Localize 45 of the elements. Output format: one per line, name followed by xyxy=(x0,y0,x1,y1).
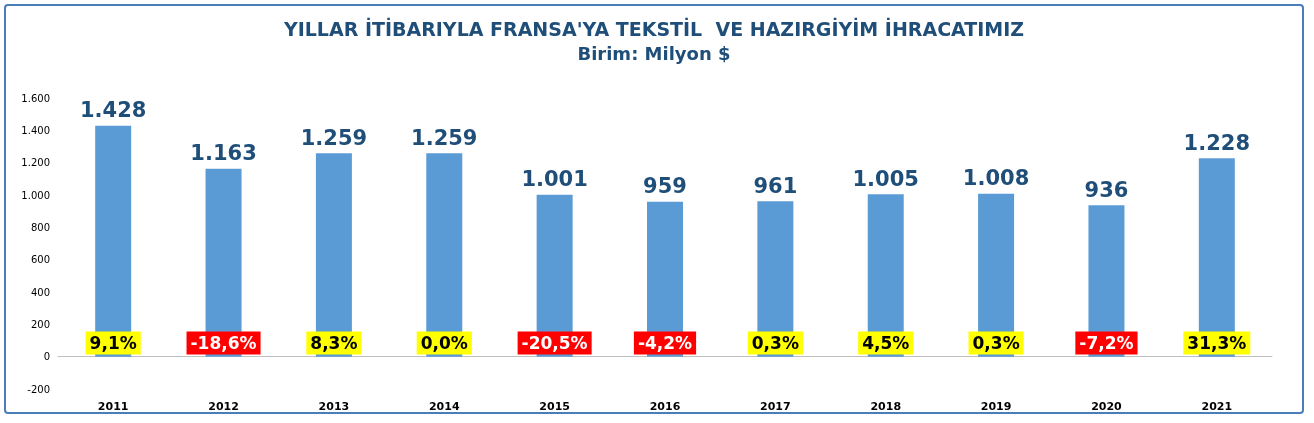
x-tick-label: 2017 xyxy=(760,400,791,413)
y-tick-label: -200 xyxy=(27,383,50,395)
annotation: 9,1% xyxy=(89,333,137,353)
annotation: 0,0% xyxy=(420,333,468,353)
chart-subtitle: Birim: Milyon $ xyxy=(577,42,731,64)
y-tick-label: 800 xyxy=(30,221,50,233)
data-label: 1.259 xyxy=(300,125,368,150)
annotation: 0,3% xyxy=(751,333,799,353)
chart-title: YILLAR İTİBARIYLA FRANSA'YA TEKSTİL VE HAZIRGİYİM İHRACATIMIZ xyxy=(282,16,1025,40)
annotation: 0,3% xyxy=(972,333,1020,353)
x-tick-label: 2019 xyxy=(980,400,1012,413)
x-tick-label: 2016 xyxy=(649,400,681,413)
x-tick-label: 2020 xyxy=(1091,400,1123,413)
y-tick-label: 0 xyxy=(43,351,50,363)
data-label: 1.428 xyxy=(79,98,147,123)
y-tick-label: 1.400 xyxy=(21,124,50,136)
annotation: -20,5% xyxy=(521,333,588,353)
x-tick-label: 2011 xyxy=(97,400,129,413)
y-tick-label: 1.000 xyxy=(21,189,50,201)
y-tick-label: 1.200 xyxy=(21,157,50,169)
x-tick-label: 2015 xyxy=(539,400,570,413)
data-label: 1.005 xyxy=(852,166,919,191)
annotation: 4,5% xyxy=(862,333,910,353)
data-label: 1.001 xyxy=(521,167,588,192)
y-tick-label: 600 xyxy=(30,254,50,266)
y-tick-label: 400 xyxy=(30,286,50,298)
y-tick-label: 1.600 xyxy=(21,92,50,104)
annotation: 8,3% xyxy=(310,333,358,353)
data-label: 1.163 xyxy=(190,141,257,166)
x-tick-label: 2014 xyxy=(428,400,460,413)
annotation: 31,3% xyxy=(1187,333,1247,353)
y-tick-label: 200 xyxy=(30,318,50,330)
data-label: 936 xyxy=(1084,177,1129,202)
x-tick-label: 2013 xyxy=(318,400,350,413)
data-label: 1.259 xyxy=(411,125,478,150)
x-tick-label: 2018 xyxy=(870,400,902,413)
data-label: 1.008 xyxy=(962,166,1030,191)
data-label: 1.228 xyxy=(1183,130,1251,155)
annotation: -18,6% xyxy=(190,333,257,353)
annotation: -4,2% xyxy=(637,333,693,353)
annotation: -7,2% xyxy=(1079,333,1134,353)
x-tick-label: 2012 xyxy=(208,400,239,413)
data-label: 959 xyxy=(643,174,687,199)
x-tick-label: 2021 xyxy=(1201,400,1233,413)
data-label: 961 xyxy=(753,173,798,198)
